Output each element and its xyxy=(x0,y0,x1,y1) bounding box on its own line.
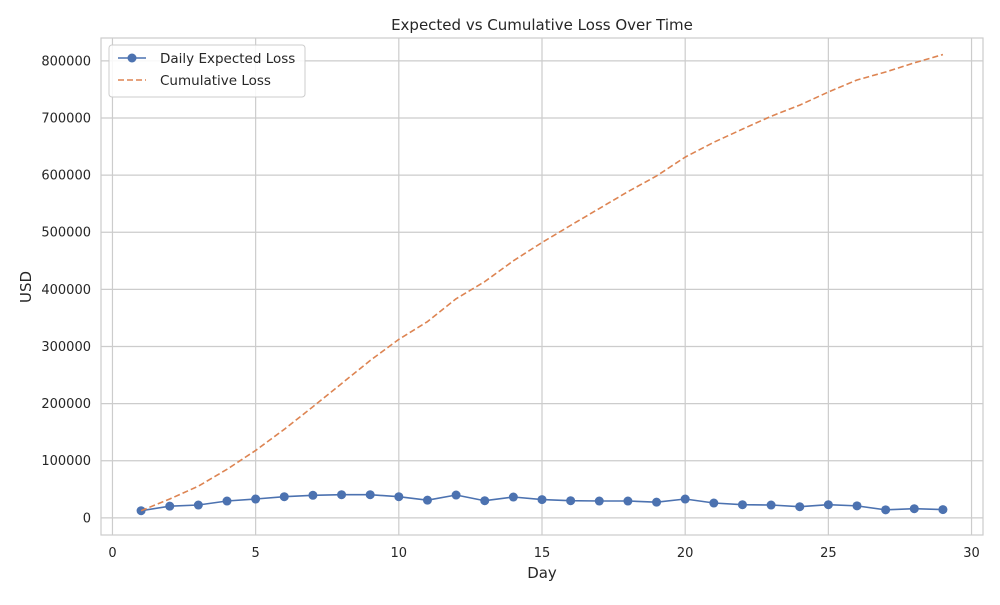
data-point xyxy=(709,498,719,508)
data-point xyxy=(308,490,318,500)
y-tick-label: 100000 xyxy=(41,454,91,469)
data-point xyxy=(909,504,919,514)
x-tick-label: 20 xyxy=(677,546,694,561)
data-point xyxy=(852,501,862,511)
series-line-cumulative-loss xyxy=(140,53,944,512)
data-point xyxy=(594,496,604,506)
y-tick-label: 600000 xyxy=(41,169,91,184)
series xyxy=(136,53,948,516)
data-point xyxy=(394,492,404,502)
data-point xyxy=(737,500,747,510)
data-point xyxy=(337,490,347,500)
data-point xyxy=(766,500,776,510)
x-axis-label: Day xyxy=(527,564,557,582)
x-tick-label: 30 xyxy=(963,546,980,561)
tick-labels: 0 5 10 15 20 25 30 0 100000 200000 300000 400000 500… xyxy=(41,54,979,561)
data-point xyxy=(938,505,948,515)
data-point xyxy=(222,496,232,506)
data-point xyxy=(795,502,805,512)
chart-title: Expected vs Cumulative Loss Over Time xyxy=(391,16,693,34)
data-point xyxy=(680,494,690,504)
legend-label-cumulative-loss: Cumulative Loss xyxy=(160,73,271,89)
y-tick-label: 400000 xyxy=(41,283,91,298)
data-point xyxy=(566,496,576,506)
data-point xyxy=(251,494,261,504)
data-point xyxy=(165,501,175,511)
data-point xyxy=(623,496,633,506)
data-point xyxy=(823,500,833,510)
legend-label-daily-expected-loss: Daily Expected Loss xyxy=(160,51,295,67)
y-tick-label: 700000 xyxy=(41,111,91,126)
y-tick-label: 200000 xyxy=(41,397,91,412)
x-tick-label: 0 xyxy=(108,546,116,561)
y-tick-label: 800000 xyxy=(41,54,91,69)
data-point xyxy=(480,496,490,506)
x-tick-label: 15 xyxy=(534,546,551,561)
y-tick-label: 0 xyxy=(83,511,91,526)
data-point xyxy=(365,490,375,500)
legend-box xyxy=(108,44,306,98)
y-axis-label: USD xyxy=(17,271,35,303)
legend: Daily Expected Loss Cumulative Loss xyxy=(108,44,306,98)
data-point xyxy=(193,500,203,510)
y-tick-label: 300000 xyxy=(41,340,91,355)
legend-marker-daily-expected-loss xyxy=(127,53,137,63)
x-tick-label: 10 xyxy=(391,546,408,561)
data-point xyxy=(451,490,461,500)
data-point xyxy=(422,495,432,505)
y-tick-label: 500000 xyxy=(41,226,91,241)
x-tick-label: 5 xyxy=(251,546,259,561)
data-point xyxy=(279,492,289,502)
data-point xyxy=(508,492,518,502)
data-point xyxy=(537,495,547,505)
data-point xyxy=(881,505,891,515)
data-point xyxy=(652,497,662,507)
plot-frame xyxy=(100,37,984,536)
grid xyxy=(101,38,983,535)
x-tick-label: 25 xyxy=(820,546,837,561)
